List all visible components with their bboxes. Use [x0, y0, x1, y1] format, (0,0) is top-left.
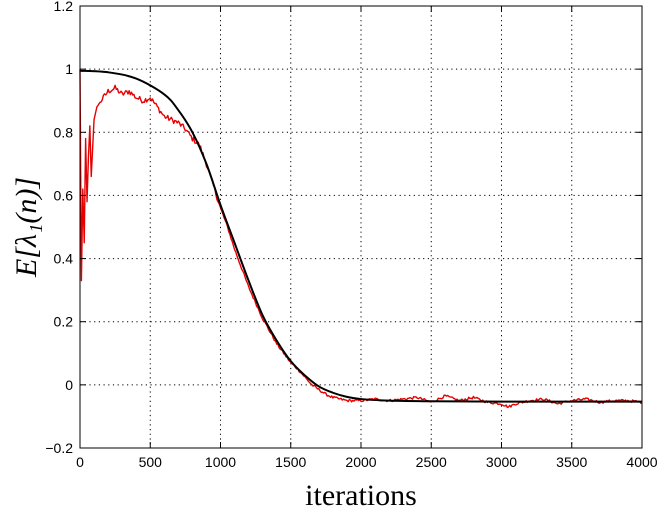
x-tick-label: 0	[76, 454, 84, 470]
x-axis-label: iterations	[305, 479, 417, 512]
tick-marks	[79, 5, 643, 449]
y-axis-label: E[λ₁(n)]	[10, 177, 43, 278]
y-tick-label: 0.4	[54, 251, 74, 267]
x-tick-label: 3500	[556, 454, 587, 470]
series-line-black	[79, 69, 642, 403]
x-tick-label: 3000	[486, 454, 517, 470]
y-tick-label: 0.8	[54, 124, 74, 140]
y-tick-label: 0.6	[54, 187, 74, 203]
x-tick-label: 1000	[205, 454, 236, 470]
x-tick-labels: 0 500 1000 1500 2000 2500 3000 3500 4000	[76, 454, 658, 470]
y-tick-label: 1.2	[54, 0, 74, 14]
y-tick-labels: −0.2 0 0.2 0.4 0.6 0.8 1 1.2	[45, 0, 73, 456]
series-layer	[79, 69, 643, 409]
x-tick-label: 4000	[626, 454, 657, 470]
x-tick-label: 1500	[275, 454, 306, 470]
x-tick-label: 2500	[416, 454, 447, 470]
y-tick-label: 0.2	[54, 314, 74, 330]
y-tick-label: 1	[65, 61, 73, 77]
y-tick-label: −0.2	[45, 440, 73, 456]
x-tick-label: 500	[139, 454, 163, 470]
x-tick-label: 2000	[345, 454, 376, 470]
y-tick-label: 0	[65, 377, 73, 393]
grid-lines	[80, 6, 642, 448]
